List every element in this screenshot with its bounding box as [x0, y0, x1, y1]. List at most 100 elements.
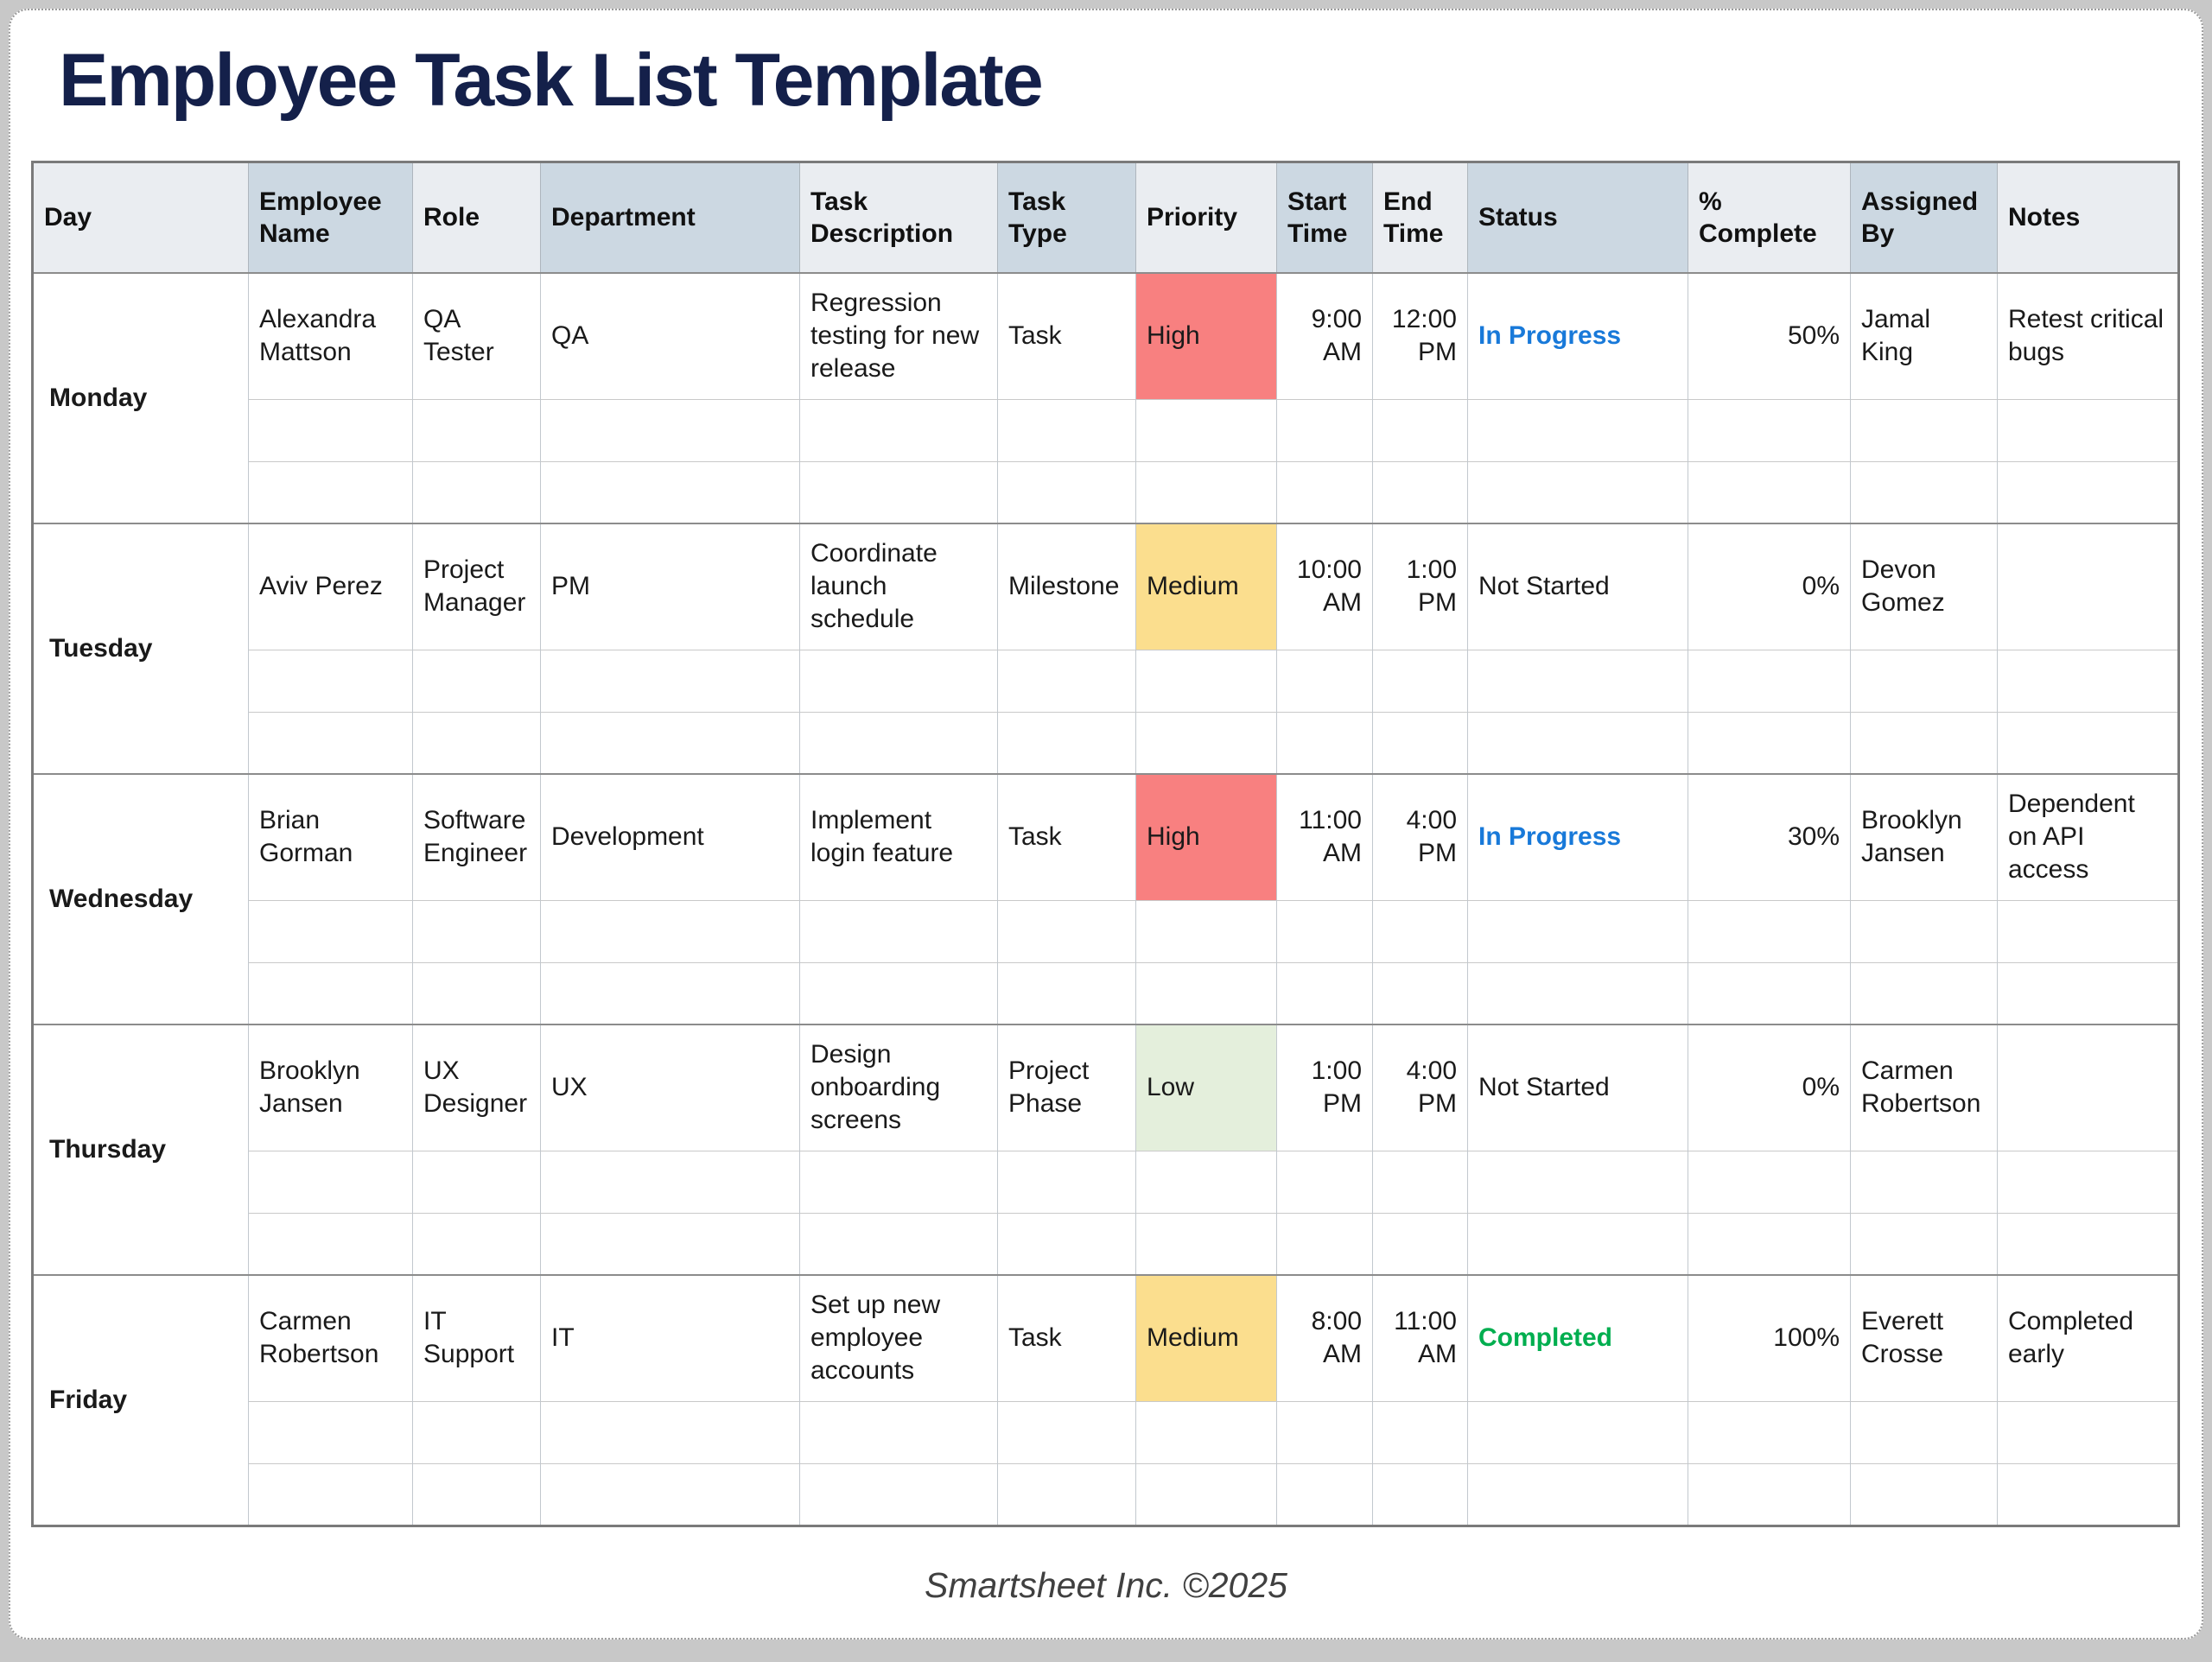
- empty-cell: [1850, 1150, 1998, 1213]
- empty-cell: [997, 649, 1136, 712]
- empty-cell: [1997, 1400, 2179, 1463]
- empty-cell: [540, 1150, 800, 1213]
- cell-employee-name: Aviv Perez: [248, 523, 413, 650]
- cell-percent-complete: 100%: [1688, 1274, 1851, 1401]
- empty-cell: [540, 1400, 800, 1463]
- empty-cell: [1372, 398, 1468, 461]
- empty-cell: [412, 1400, 541, 1463]
- empty-cell: [412, 711, 541, 774]
- cell-start-time: 1:00 PM: [1276, 1024, 1373, 1151]
- empty-cell: [1276, 460, 1373, 523]
- empty-cell: [1135, 1212, 1277, 1275]
- cell-employee-name: Carmen Robertson: [248, 1274, 413, 1401]
- empty-cell: [997, 398, 1136, 461]
- empty-cell: [1372, 711, 1468, 774]
- empty-cell: [1688, 961, 1851, 1024]
- empty-cell: [1372, 1462, 1468, 1526]
- empty-row: [33, 899, 2179, 962]
- cell-department: QA: [540, 272, 800, 399]
- empty-cell: [540, 460, 800, 523]
- empty-cell: [1997, 711, 2179, 774]
- empty-cell: [248, 1400, 413, 1463]
- col-header-role: Role: [412, 162, 541, 274]
- cell-notes: [1997, 1024, 2179, 1151]
- empty-cell: [997, 899, 1136, 962]
- cell-end-time: 1:00 PM: [1372, 523, 1468, 650]
- empty-cell: [1135, 398, 1277, 461]
- col-header-start-time: Start Time: [1276, 162, 1373, 274]
- cell-priority: Low: [1135, 1024, 1277, 1151]
- empty-cell: [412, 460, 541, 523]
- cell-task-description: Regression testing for new release: [799, 272, 998, 399]
- empty-cell: [1135, 711, 1277, 774]
- cell-task-type: Task: [997, 272, 1136, 399]
- cell-status: Not Started: [1467, 1024, 1688, 1151]
- page-title: Employee Task List Template: [59, 39, 1044, 122]
- empty-cell: [1688, 460, 1851, 523]
- cell-start-time: 11:00 AM: [1276, 773, 1373, 900]
- day-label: Thursday: [32, 1024, 249, 1275]
- empty-cell: [1688, 1150, 1851, 1213]
- cell-status: In Progress: [1467, 773, 1688, 900]
- cell-role: Project Manager: [412, 523, 541, 650]
- empty-cell: [997, 711, 1136, 774]
- cell-notes: Completed early: [1997, 1274, 2179, 1401]
- col-header-task-description: Task Description: [799, 162, 998, 274]
- empty-cell: [799, 460, 998, 523]
- empty-cell: [248, 1150, 413, 1213]
- empty-cell: [1276, 711, 1373, 774]
- task-row-wednesday: Wednesday Brian Gorman Software Engineer…: [32, 773, 2179, 1024]
- empty-cell: [1135, 899, 1277, 962]
- empty-cell: [540, 398, 800, 461]
- empty-cell: [248, 961, 413, 1024]
- empty-cell: [1850, 649, 1998, 712]
- task-table-container: Day Employee Name Role Department Task D…: [31, 161, 2202, 1527]
- empty-cell: [1276, 899, 1373, 962]
- cell-notes: [1997, 523, 2179, 650]
- empty-row: [33, 961, 2179, 1024]
- empty-cell: [540, 1462, 800, 1526]
- empty-cell: [248, 1462, 413, 1526]
- empty-cell: [799, 1400, 998, 1463]
- cell-task-description: Coordinate launch schedule: [799, 523, 998, 650]
- empty-cell: [1850, 961, 1998, 1024]
- empty-cell: [1467, 460, 1688, 523]
- task-row-friday: Friday Carmen Robertson IT Support IT Se…: [32, 1274, 2179, 1526]
- cell-task-type: Task: [997, 1274, 1136, 1401]
- cell-end-time: 12:00 PM: [1372, 272, 1468, 399]
- empty-cell: [1850, 398, 1998, 461]
- empty-row: [33, 460, 2179, 523]
- empty-cell: [1467, 1462, 1688, 1526]
- empty-cell: [1276, 1212, 1373, 1275]
- empty-cell: [1135, 460, 1277, 523]
- empty-cell: [248, 460, 413, 523]
- col-header-department: Department: [540, 162, 800, 274]
- cell-employee-name: Brian Gorman: [248, 773, 413, 900]
- empty-cell: [997, 1212, 1136, 1275]
- cell-notes: Retest critical bugs: [1997, 272, 2179, 399]
- day-label: Wednesday: [32, 773, 249, 1024]
- cell-priority: High: [1135, 272, 1277, 399]
- empty-cell: [799, 711, 998, 774]
- col-header-percent-complete: % Complete: [1688, 162, 1851, 274]
- empty-row: [33, 1462, 2179, 1526]
- cell-department: PM: [540, 523, 800, 650]
- cell-assigned-by: Everett Crosse: [1850, 1274, 1998, 1401]
- cell-status: Not Started: [1467, 523, 1688, 650]
- empty-row: [33, 649, 2179, 712]
- empty-cell: [1276, 398, 1373, 461]
- cell-notes: Dependent on API access: [1997, 773, 2179, 900]
- cell-percent-complete: 50%: [1688, 272, 1851, 399]
- task-row-thursday: Thursday Brooklyn Jansen UX Designer UX …: [32, 1024, 2179, 1275]
- empty-cell: [540, 899, 800, 962]
- empty-cell: [799, 649, 998, 712]
- day-label: Tuesday: [32, 523, 249, 774]
- cell-role: UX Designer: [412, 1024, 541, 1151]
- empty-cell: [412, 649, 541, 712]
- empty-cell: [1372, 1150, 1468, 1213]
- col-header-employee-name: Employee Name: [248, 162, 413, 274]
- empty-cell: [1372, 1400, 1468, 1463]
- empty-cell: [1850, 899, 1998, 962]
- day-label: Friday: [32, 1274, 249, 1526]
- cell-assigned-by: Devon Gomez: [1850, 523, 1998, 650]
